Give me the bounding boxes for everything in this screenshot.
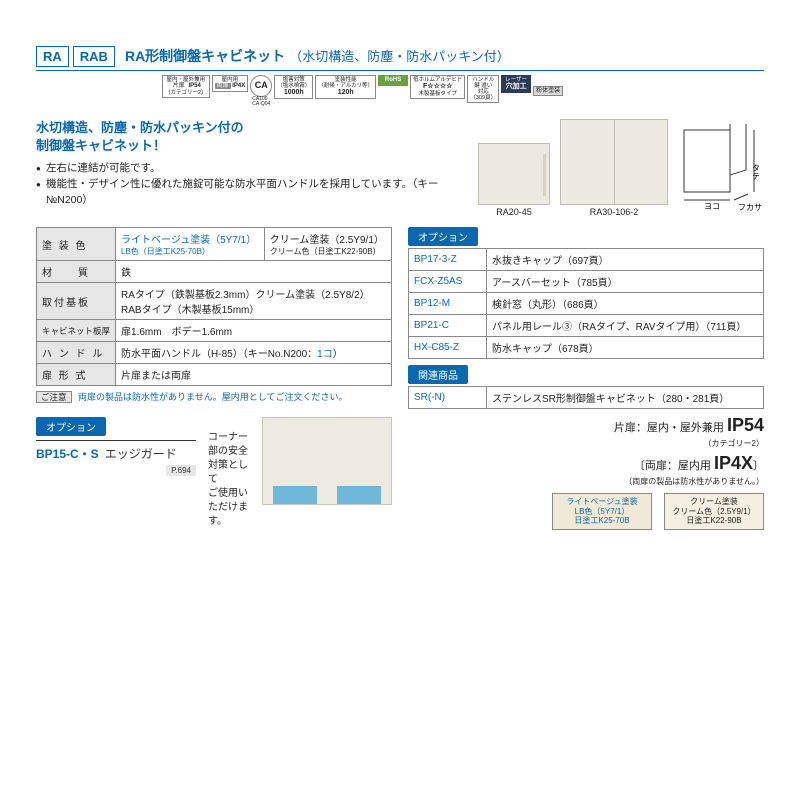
dimension-diagram: ヨコ フカサ タテ — [678, 124, 764, 217]
badge-rohs: RoHS — [378, 75, 408, 86]
product-images: RA20-45 RA30-106-2 ヨコ フカサ タテ — [478, 119, 764, 217]
color-swatches: ライトベージュ塗装 LB色（5Y7/1） 日塗工K25-70B クリーム塗装 ク… — [408, 493, 764, 530]
svg-text:タテ: タテ — [752, 164, 761, 180]
options-table: BP17-3-Z水抜きキャップ（697頁） FCX-Z5ASアースバーセット（7… — [408, 248, 764, 359]
note: ご注意 両扉の製品は防水性がありません。屋内用としてご注文ください。 — [36, 390, 392, 403]
edge-code: BP15-C・S — [36, 445, 99, 462]
cabinet-image-big — [560, 119, 668, 205]
badge-powder: 粉体塗装 — [533, 86, 563, 97]
spec-table: 塗 装 色 ライトベージュ塗装（5Y7/1） LB色（日塗工K25-70B） ク… — [36, 227, 392, 386]
svg-text:ヨコ: ヨコ — [704, 202, 720, 211]
section-label-option: オプション — [408, 227, 478, 246]
section-label-related: 関連商品 — [408, 365, 468, 384]
header: RA RAB RA形制御盤キャビネット （水切構造、防塵・防水パッキン付） — [36, 46, 764, 67]
section-label-option: オプション — [36, 417, 106, 436]
page-ref: P.694 — [166, 465, 196, 476]
edge-name: エッジガード — [105, 445, 177, 462]
product-code-ra: RA — [36, 46, 69, 67]
header-rule — [36, 70, 764, 71]
related-table: SR(-N)ステンレスSR形制御盤キャビネット（280・281頁） — [408, 386, 764, 409]
badge-formaldehyde: 低ホルムアルデヒド F☆☆☆☆ 木製基板タイプ — [410, 75, 465, 99]
badge-ip54: 屋内・屋外兼用 片扉 IP54 （カテゴリー2） — [162, 75, 210, 98]
spec-header: 塗 装 色 — [37, 228, 116, 261]
cabinet-label: RA20-45 — [478, 207, 550, 217]
badge-handle: ハンドル 鍵 違い 対応 （309頁） — [467, 75, 499, 103]
svg-text:フカサ: フカサ — [738, 203, 762, 212]
edge-guard-image — [262, 417, 392, 505]
badge-row: 屋内・屋外兼用 片扉 IP54 （カテゴリー2） 屋内用 両扉 IP4X CA … — [162, 75, 764, 107]
cabinet-image-small — [478, 143, 550, 205]
feature-list: 左右に連結が可能です。 機能性・デザイン性に優れた施錠可能な防水平面ハンドルを採… — [36, 161, 464, 208]
swatch-lightbeige: ライトベージュ塗装 LB色（5Y7/1） 日塗工K25-70B — [552, 493, 652, 530]
badge-ip4x: 屋内用 両扉 IP4X — [212, 75, 249, 92]
badge-ca: CA — [250, 75, 272, 97]
badge-laser: レーザー 穴加工 — [501, 75, 531, 93]
page-title: RA形制御盤キャビネット — [125, 46, 285, 66]
edge-guard-block: オプション BP15-C・S エッジガード P.694 コーナー部の安全対策とし… — [36, 417, 392, 529]
badge-salt: 塩害対策 （塩水噴霧） 1000h — [274, 75, 313, 99]
swatch-cream: クリーム塗装 クリーム色（2.5Y9/1） 日塗工K22-90B — [664, 493, 764, 530]
rating-block: 片扉：屋内・屋外兼用 IP54 （カテゴリー2） 〔両扉：屋内用 IP4X〕 （… — [408, 415, 764, 487]
page-subtitle: （水切構造、防塵・防水パッキン付） — [289, 46, 510, 65]
list-item: 機能性・デザイン性に優れた施錠可能な防水平面ハンドルを採用しています。（キー№N… — [36, 177, 464, 209]
badge-coating: 塗装性能 （耐候・アルカリ等） 120h — [315, 75, 376, 99]
note-tag: ご注意 — [36, 391, 72, 403]
product-code-rab: RAB — [73, 46, 115, 67]
list-item: 左右に連結が可能です。 — [36, 161, 464, 177]
lead-text: 水切構造、防塵・防水パッキン付の 制御盤キャビネット！ — [36, 119, 464, 155]
cabinet-label: RA30-106-2 — [560, 207, 668, 217]
